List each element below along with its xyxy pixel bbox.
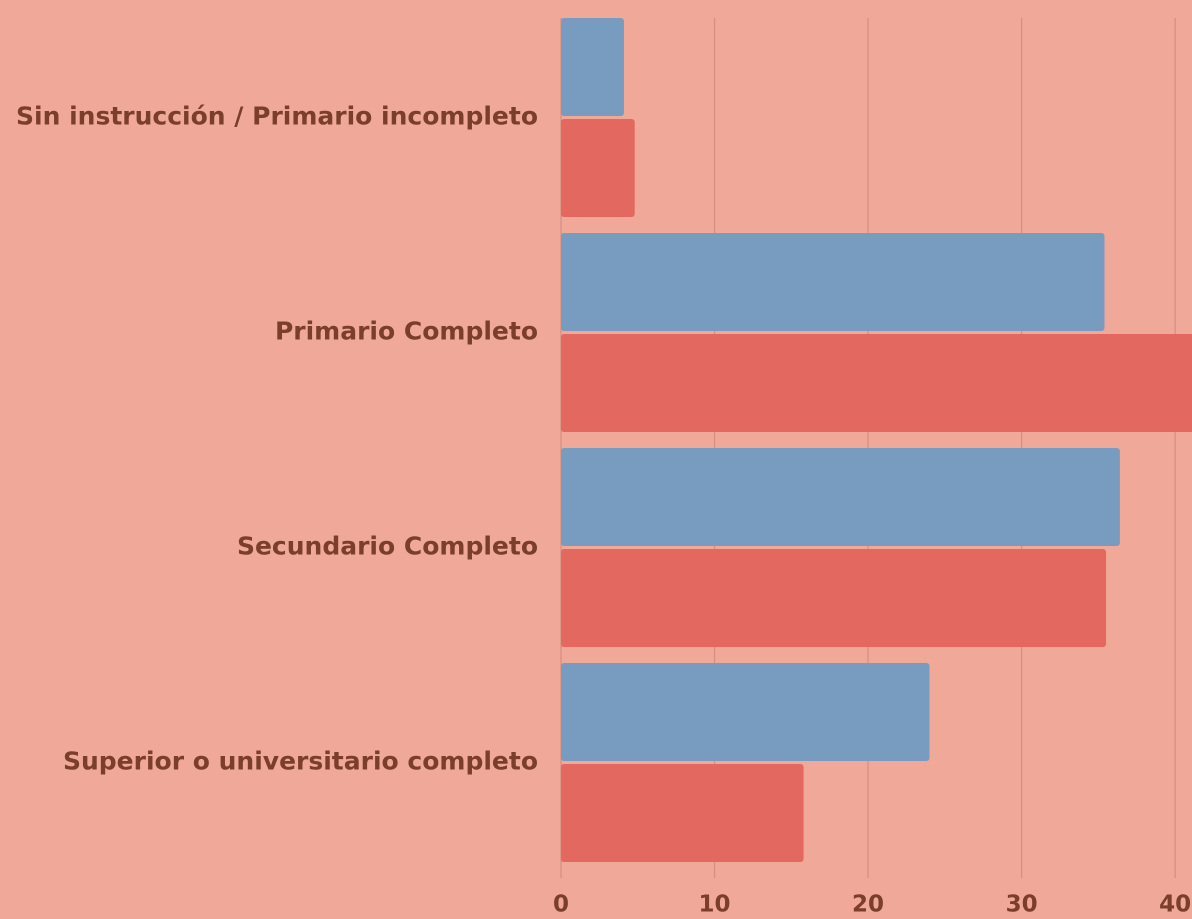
x-tick-label: 10 — [699, 892, 731, 918]
bar — [561, 334, 1192, 432]
x-tick-label: 30 — [1006, 892, 1038, 918]
bar — [561, 119, 635, 217]
category-label: Primario Completo — [275, 317, 538, 346]
bar — [561, 18, 624, 116]
x-tick-label: 0 — [553, 892, 569, 918]
category-label: Sin instrucción / Primario incompleto — [16, 102, 538, 131]
bar — [561, 549, 1107, 647]
x-tick-label: 40 — [1159, 892, 1191, 918]
bar — [561, 663, 930, 761]
bar — [561, 233, 1105, 331]
x-tick-label: 20 — [852, 892, 884, 918]
category-label: Superior o universitario completo — [63, 747, 538, 776]
bar — [561, 764, 804, 862]
category-label: Secundario Completo — [237, 532, 538, 561]
bar — [561, 448, 1120, 546]
